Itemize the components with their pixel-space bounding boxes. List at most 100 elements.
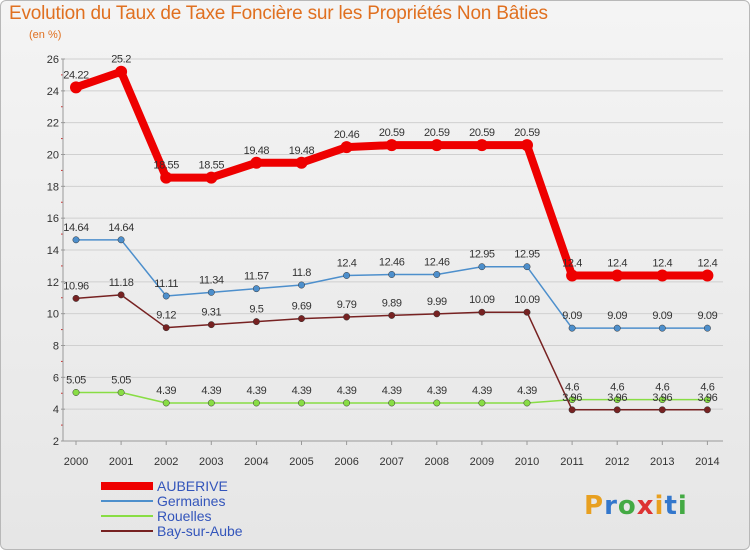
point-auberive bbox=[656, 269, 669, 282]
data-label-rouelles: 5.05 bbox=[66, 374, 86, 386]
data-label-germaines: 9.09 bbox=[562, 310, 582, 322]
data-label-auberive: 20.59 bbox=[424, 127, 450, 139]
data-label-bay-sur-aube: 10.09 bbox=[469, 294, 495, 306]
point-bay-sur-aube bbox=[478, 308, 486, 316]
y-tick-label: 20 bbox=[47, 150, 59, 162]
point-germaines bbox=[478, 263, 486, 271]
data-label-auberive: 19.48 bbox=[289, 145, 315, 157]
data-label-rouelles: 4.39 bbox=[201, 385, 221, 397]
x-tick-label: 2001 bbox=[109, 456, 133, 468]
data-label-bay-sur-aube: 11.18 bbox=[109, 277, 134, 289]
data-label-rouelles: 4.6 bbox=[610, 382, 624, 394]
x-tick-label: 2009 bbox=[470, 456, 494, 468]
y-tick-label: 10 bbox=[47, 309, 59, 321]
data-label-germaines: 11.8 bbox=[292, 267, 311, 279]
data-label-germaines: 14.64 bbox=[108, 222, 134, 234]
data-label-auberive: 12.4 bbox=[652, 257, 672, 269]
legend-label: Germaines bbox=[157, 493, 226, 509]
point-auberive bbox=[475, 139, 488, 152]
proxiti-logo[interactable]: Proxiti bbox=[584, 491, 688, 521]
data-label-germaines: 12.46 bbox=[379, 257, 405, 269]
y-tick-label: 14 bbox=[47, 245, 59, 257]
data-label-auberive: 20.59 bbox=[379, 127, 405, 139]
y-tick-label: 8 bbox=[53, 341, 59, 353]
point-bay-sur-aube bbox=[523, 308, 531, 316]
data-label-auberive: 18.55 bbox=[153, 160, 179, 172]
point-germaines bbox=[433, 271, 441, 278]
point-bay-sur-aube bbox=[658, 406, 666, 414]
data-label-bay-sur-aube: 3.96 bbox=[652, 392, 672, 404]
unit-label: (en %) bbox=[29, 29, 62, 41]
data-label-germaines: 9.09 bbox=[607, 310, 627, 322]
x-tick-label: 2012 bbox=[605, 456, 629, 468]
logo-letter: i bbox=[654, 491, 665, 521]
point-rouelles bbox=[252, 399, 260, 407]
data-label-rouelles: 4.39 bbox=[246, 385, 266, 397]
x-tick-label: 2010 bbox=[515, 456, 539, 468]
y-tick-label: 18 bbox=[47, 181, 59, 193]
point-germaines bbox=[298, 281, 305, 289]
x-tick-label: 2008 bbox=[425, 456, 449, 468]
x-tick-label: 2013 bbox=[650, 456, 674, 468]
series-line-auberive bbox=[74, 67, 708, 280]
point-bay-sur-aube bbox=[252, 318, 260, 326]
data-label-bay-sur-aube: 10.09 bbox=[514, 294, 540, 306]
point-rouelles bbox=[388, 399, 396, 407]
data-label-germaines: 9.09 bbox=[652, 310, 672, 322]
point-auberive bbox=[430, 139, 443, 152]
data-label-rouelles: 4.39 bbox=[156, 385, 176, 397]
point-auberive bbox=[385, 139, 398, 152]
data-label-rouelles: 4.6 bbox=[655, 382, 669, 394]
data-label-rouelles: 4.39 bbox=[292, 385, 312, 397]
point-rouelles bbox=[207, 399, 215, 407]
point-bay-sur-aube bbox=[117, 291, 125, 299]
point-auberive bbox=[340, 141, 353, 154]
point-auberive bbox=[521, 139, 533, 152]
point-auberive bbox=[701, 269, 714, 282]
point-bay-sur-aube bbox=[703, 406, 711, 414]
chart-title: Evolution du Taux de Taxe Foncière sur l… bbox=[9, 3, 548, 24]
point-germaines bbox=[568, 324, 576, 332]
point-germaines bbox=[162, 292, 170, 300]
data-label-bay-sur-aube: 9.99 bbox=[427, 296, 447, 308]
data-label-auberive: 12.4 bbox=[697, 257, 717, 269]
data-label-auberive: 12.4 bbox=[562, 257, 582, 269]
data-label-germaines: 12.95 bbox=[514, 249, 540, 261]
data-label-bay-sur-aube: 3.96 bbox=[697, 392, 717, 404]
y-tick-label: 22 bbox=[47, 118, 59, 130]
point-germaines bbox=[388, 271, 396, 278]
x-tick-label: 2002 bbox=[154, 456, 178, 468]
x-tick-label: 2007 bbox=[379, 456, 403, 468]
data-label-bay-sur-aube: 10.96 bbox=[63, 280, 89, 292]
legend-swatch bbox=[101, 500, 153, 502]
point-bay-sur-aube bbox=[298, 315, 305, 323]
data-label-auberive: 12.4 bbox=[607, 257, 627, 269]
legend-swatch bbox=[101, 530, 153, 532]
point-auberive bbox=[205, 171, 218, 184]
point-auberive bbox=[611, 269, 624, 282]
data-label-rouelles: 4.6 bbox=[565, 382, 579, 394]
point-auberive bbox=[295, 156, 308, 169]
data-label-bay-sur-aube: 9.69 bbox=[292, 301, 312, 313]
point-auberive bbox=[250, 156, 263, 169]
point-rouelles bbox=[478, 399, 486, 407]
legend-swatch bbox=[101, 482, 153, 490]
logo-letter: t bbox=[664, 491, 678, 521]
data-label-bay-sur-aube: 3.96 bbox=[607, 392, 627, 404]
point-germaines bbox=[613, 324, 621, 332]
point-rouelles bbox=[658, 396, 666, 404]
data-label-auberive: 20.46 bbox=[334, 129, 360, 141]
data-label-germaines: 14.64 bbox=[63, 222, 89, 234]
point-germaines bbox=[117, 236, 125, 244]
point-germaines bbox=[207, 288, 215, 296]
point-auberive bbox=[160, 171, 173, 184]
logo-letter: i bbox=[677, 491, 688, 521]
x-tick-label: 2003 bbox=[199, 456, 223, 468]
logo-letter: o bbox=[617, 491, 637, 521]
point-bay-sur-aube bbox=[343, 313, 351, 321]
point-rouelles bbox=[433, 399, 441, 407]
point-bay-sur-aube bbox=[613, 406, 621, 414]
data-label-rouelles: 4.39 bbox=[427, 385, 447, 397]
